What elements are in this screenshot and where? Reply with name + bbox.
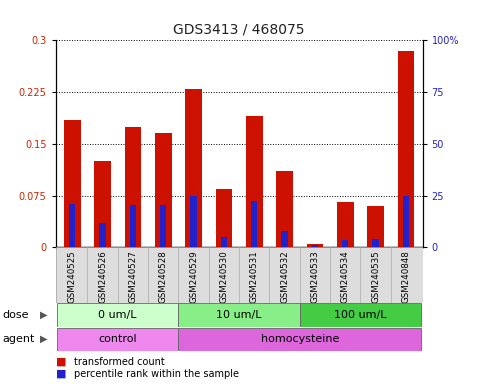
Bar: [178, 303, 300, 327]
Bar: [125, 127, 141, 247]
Text: ▶: ▶: [40, 310, 47, 320]
Text: GSM240848: GSM240848: [401, 250, 411, 303]
Bar: [221, 237, 227, 247]
Text: ■: ■: [56, 357, 66, 367]
Bar: [190, 195, 197, 247]
Text: ▶: ▶: [40, 334, 47, 344]
Bar: [282, 231, 288, 247]
Text: GSM240531: GSM240531: [250, 250, 259, 303]
Text: GSM240527: GSM240527: [128, 250, 137, 303]
Bar: [57, 303, 178, 327]
Bar: [403, 195, 409, 247]
Text: GSM240525: GSM240525: [68, 250, 77, 303]
Text: 10 um/L: 10 um/L: [216, 310, 262, 320]
Bar: [215, 189, 232, 247]
Text: GSM240529: GSM240529: [189, 250, 198, 303]
Text: control: control: [99, 334, 137, 344]
Text: agent: agent: [2, 334, 35, 344]
Text: GSM240535: GSM240535: [371, 250, 380, 303]
Bar: [155, 134, 171, 247]
Text: GSM240526: GSM240526: [98, 250, 107, 303]
Text: GSM240530: GSM240530: [219, 250, 228, 303]
Bar: [94, 161, 111, 247]
Bar: [398, 51, 414, 247]
Text: GSM240528: GSM240528: [159, 250, 168, 303]
Text: dose: dose: [2, 310, 29, 320]
Bar: [312, 245, 318, 247]
Bar: [57, 328, 178, 351]
Text: GSM240534: GSM240534: [341, 250, 350, 303]
Bar: [367, 206, 384, 247]
Bar: [251, 201, 257, 247]
Text: 0 um/L: 0 um/L: [99, 310, 137, 320]
Text: 100 um/L: 100 um/L: [334, 310, 387, 320]
Bar: [99, 223, 106, 247]
Text: GSM240532: GSM240532: [280, 250, 289, 303]
Bar: [178, 328, 421, 351]
Bar: [246, 116, 263, 247]
Bar: [130, 205, 136, 247]
Bar: [69, 204, 75, 247]
Bar: [185, 89, 202, 247]
Text: ■: ■: [56, 369, 66, 379]
Bar: [337, 202, 354, 247]
Bar: [160, 205, 167, 247]
Text: GDS3413 / 468075: GDS3413 / 468075: [173, 23, 305, 36]
Text: homocysteine: homocysteine: [260, 334, 339, 344]
Bar: [276, 171, 293, 247]
Text: transformed count: transformed count: [74, 357, 165, 367]
Bar: [372, 239, 379, 247]
Bar: [307, 244, 323, 247]
Text: percentile rank within the sample: percentile rank within the sample: [74, 369, 239, 379]
Text: GSM240533: GSM240533: [311, 250, 319, 303]
Bar: [300, 303, 421, 327]
Bar: [64, 120, 81, 247]
Bar: [342, 240, 348, 247]
